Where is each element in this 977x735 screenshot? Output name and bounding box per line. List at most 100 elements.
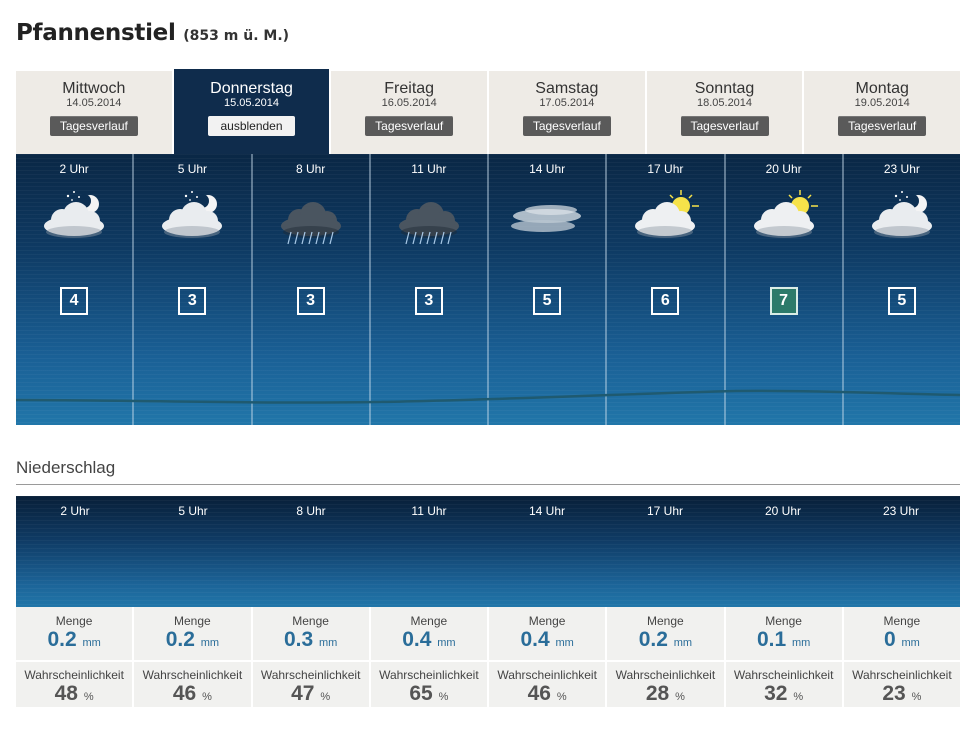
probability-value: 46 % [489, 682, 605, 709]
amount-unit: mm [791, 637, 811, 649]
probability-number: 47 [291, 682, 315, 705]
precip-stat-column: Menge 0.2 mm Wahrscheinlichkeit 28 % [605, 607, 724, 707]
day-date: 17.05.2014 [539, 97, 595, 109]
probability-unit: % [675, 691, 685, 703]
stat-divider [16, 660, 133, 662]
precip-stat-column: Menge 0 mm Wahrscheinlichkeit 23 % [841, 607, 960, 707]
day-name: Mittwoch [62, 80, 126, 97]
probability-unit: % [320, 691, 331, 703]
probability-number: 46 [527, 682, 551, 705]
amount-unit: mm [437, 637, 456, 649]
precip-hour: 11 Uhr [411, 504, 447, 518]
section-divider [16, 484, 960, 485]
amount-value: 0 mm [844, 628, 960, 655]
probability-label: Wahrscheinlichkeit [615, 668, 716, 682]
probability-value: 48 % [16, 682, 132, 709]
location-elevation: (853 m ü. M.) [183, 28, 290, 44]
amount-label: Menge [765, 614, 802, 628]
precipitation-chart: 2 Uhr 5 Uhr 8 Uhr 11 Uhr 14 Uhr 17 Uhr 2… [16, 496, 960, 607]
rain-cloud-icon [271, 186, 351, 248]
amount-unit: mm [318, 637, 338, 649]
forecast-slot[interactable]: 5 Uhr 3 [132, 154, 250, 425]
day-tab-sonntag[interactable]: Sonntag 18.05.2014 Tagesverlauf [644, 71, 803, 154]
tagesverlauf-button[interactable]: Tagesverlauf [365, 116, 454, 136]
amount-value: 0.2 mm [607, 628, 723, 655]
day-tab-donnerstag[interactable]: Donnerstag 15.05.2014 ausblenden [171, 69, 330, 154]
forecast-hour: 14 Uhr [529, 162, 566, 176]
fog-icon [507, 186, 587, 248]
amount-number: 0.3 [283, 628, 314, 651]
day-name: Freitag [384, 80, 435, 97]
forecast-slot[interactable]: 14 Uhr 5 [487, 154, 605, 425]
forecast-slot[interactable]: 23 Uhr 5 [841, 154, 960, 425]
sun-cloud-icon [744, 186, 824, 248]
probability-label: Wahrscheinlichkeit [852, 668, 952, 682]
day-tab-montag[interactable]: Montag 19.05.2014 Tagesverlauf [802, 71, 961, 154]
rain-cloud-icon [389, 186, 469, 248]
forecast-slot[interactable]: 20 Uhr 7 [723, 154, 842, 425]
amount-label: Menge [174, 614, 211, 628]
stat-divider [134, 660, 251, 662]
probability-number: 28 [645, 682, 670, 705]
stat-divider [489, 660, 606, 662]
forecast-hour: 20 Uhr [765, 162, 802, 176]
temperature-box: 5 [887, 287, 916, 315]
probability-unit: % [83, 691, 94, 703]
precip-slot: 17 Uhr [606, 496, 724, 607]
forecast-slot[interactable]: 17 Uhr 6 [605, 154, 723, 425]
amount-label: Menge [883, 614, 921, 628]
tagesverlauf-button[interactable]: Tagesverlauf [49, 116, 138, 136]
probability-value: 65 % [371, 682, 487, 709]
forecast-slot[interactable]: 2 Uhr 4 [16, 154, 132, 425]
amount-value: 0.4 mm [489, 628, 605, 655]
amount-label: Menge [55, 614, 93, 628]
probability-label: Wahrscheinlichkeit [24, 668, 124, 682]
probability-label: Wahrscheinlichkeit [733, 668, 834, 682]
forecast-slot[interactable]: 11 Uhr 3 [368, 154, 487, 425]
precip-slot: 11 Uhr [370, 496, 488, 607]
day-date: 16.05.2014 [381, 97, 437, 109]
precip-hour: 23 Uhr [882, 504, 920, 518]
day-date: 14.05.2014 [66, 97, 122, 109]
ausblenden-button[interactable]: ausblenden [208, 116, 295, 136]
precip-slot: 20 Uhr [724, 496, 842, 607]
amount-unit: mm [200, 637, 220, 649]
amount-number: 0.4 [402, 628, 432, 651]
day-tab-mittwoch[interactable]: Mittwoch 14.05.2014 Tagesverlauf [16, 71, 172, 154]
amount-value: 0.4 mm [371, 628, 487, 655]
probability-number: 48 [54, 682, 78, 705]
moon-cloud-icon [862, 186, 942, 248]
probability-label: Wahrscheinlichkeit [379, 668, 479, 682]
day-name: Samstag [535, 80, 599, 97]
precip-stat-column: Menge 0.2 mm Wahrscheinlichkeit 46 % [132, 607, 251, 707]
day-date: 19.05.2014 [854, 97, 910, 109]
amount-number: 0 [883, 628, 896, 651]
temperature-box: 4 [60, 287, 89, 315]
day-tab-freitag[interactable]: Freitag 16.05.2014 Tagesverlauf [329, 71, 488, 154]
precip-slot: 14 Uhr [488, 496, 606, 607]
probability-number: 46 [172, 682, 197, 705]
probability-unit: % [793, 691, 804, 703]
day-tab-samstag[interactable]: Samstag 17.05.2014 Tagesverlauf [487, 71, 645, 154]
probability-label: Wahrscheinlichkeit [142, 668, 243, 682]
amount-label: Menge [528, 614, 566, 628]
stat-divider [370, 660, 487, 662]
amount-unit: mm [673, 637, 693, 649]
tagesverlauf-button[interactable]: Tagesverlauf [838, 116, 927, 136]
day-date: 18.05.2014 [696, 97, 753, 109]
tagesverlauf-button[interactable]: Tagesverlauf [680, 116, 769, 136]
probability-label: Wahrscheinlichkeit [497, 668, 597, 682]
precip-stat-column: Menge 0.2 mm Wahrscheinlichkeit 48 % [16, 607, 133, 709]
tagesverlauf-button[interactable]: Tagesverlauf [522, 116, 611, 136]
amount-unit: mm [901, 637, 920, 649]
probability-value: 47 % [253, 682, 369, 709]
stat-divider [607, 660, 724, 662]
amount-label: Menge [647, 614, 684, 628]
amount-number: 0.2 [165, 628, 195, 651]
amount-number: 0.2 [47, 628, 77, 651]
hourly-forecast-panel: 2 Uhr 4 5 Uhr 3 8 Uhr 3 11 Uhr 3 14 Uhr … [16, 154, 960, 425]
forecast-hour: 2 Uhr [59, 162, 89, 176]
forecast-hour: 23 Uhr [883, 162, 920, 176]
amount-number: 0.2 [638, 628, 668, 651]
forecast-slot[interactable]: 8 Uhr 3 [250, 154, 369, 425]
